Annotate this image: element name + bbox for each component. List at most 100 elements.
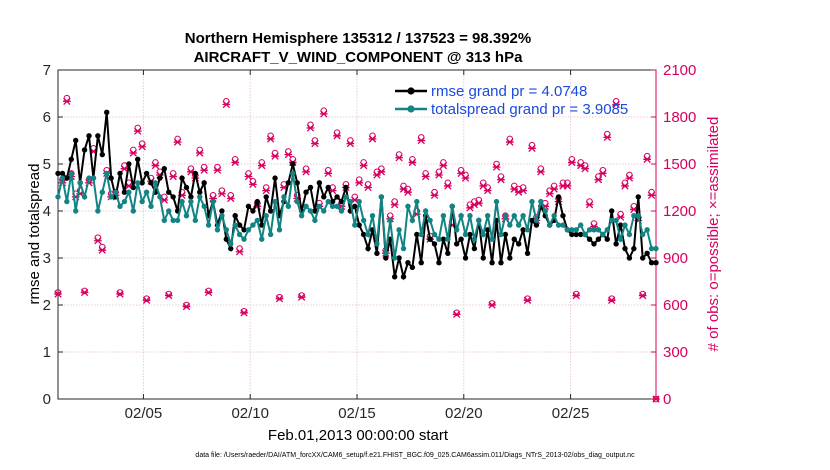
rmse-point <box>613 241 619 247</box>
spread-point <box>436 236 442 242</box>
spread-point <box>161 217 168 224</box>
y-tick-label-right: 1500 <box>663 156 696 173</box>
obs-assimilated-marker <box>346 139 355 148</box>
obs-assimilated-marker <box>373 171 381 179</box>
obs-assimilated-marker <box>306 124 315 132</box>
rmse-point <box>329 198 336 205</box>
rmse-point <box>360 231 367 238</box>
spread-point <box>290 170 296 177</box>
obs-assimilated-marker <box>612 100 620 109</box>
obs-assimilated-marker <box>200 166 209 174</box>
spread-point <box>210 198 216 205</box>
spread-point <box>338 208 345 214</box>
y-tick-label-left: 7 <box>43 62 51 79</box>
rmse-point <box>569 231 575 238</box>
rmse-point <box>533 222 540 228</box>
y-tick-label-right: 1200 <box>663 203 696 220</box>
spread-point <box>374 241 380 247</box>
obs-assimilated-marker <box>364 183 372 192</box>
spread-point <box>360 217 367 224</box>
obs-possible-marker <box>240 307 248 315</box>
obs-assimilated-marker <box>249 180 257 189</box>
spread-point <box>316 203 323 209</box>
rmse-point <box>640 255 646 261</box>
rmse-point <box>148 180 154 186</box>
rmse-point <box>294 180 300 186</box>
spread-point <box>440 213 447 219</box>
spread-point <box>259 236 265 242</box>
spread-point <box>418 231 424 238</box>
obs-assimilated-marker <box>567 158 576 167</box>
obs-assimilated-marker <box>483 186 492 195</box>
spread-point <box>245 227 252 233</box>
obs-possible-marker <box>639 290 647 298</box>
spread-point <box>73 208 79 214</box>
spread-point <box>90 175 97 181</box>
spread-point <box>130 208 137 214</box>
rmse-point <box>405 260 411 266</box>
obs-assimilated-marker <box>271 152 279 160</box>
spread-point <box>648 245 655 252</box>
spread-point <box>117 203 123 209</box>
obs-assimilated-marker <box>359 161 368 170</box>
rmse-point <box>591 241 597 247</box>
obs-assimilated-marker <box>652 395 660 403</box>
spread-point <box>104 170 110 177</box>
y-tick-label-right: 1800 <box>663 109 696 126</box>
spread-point <box>555 222 562 228</box>
rmse-point <box>188 194 194 200</box>
spread-point <box>64 198 70 205</box>
rmse-point <box>573 231 579 238</box>
rmse-point <box>524 250 531 256</box>
obs-assimilated-marker <box>421 172 430 181</box>
spread-point <box>205 222 212 228</box>
y-tick-label-right: 900 <box>663 250 688 267</box>
obs-possible-marker <box>524 295 531 303</box>
spread-point <box>192 217 199 224</box>
obs-assimilated-marker <box>222 100 231 109</box>
rmse-point <box>263 194 269 200</box>
rmse-point <box>68 156 74 162</box>
spread-point <box>108 194 114 200</box>
spread-point <box>179 198 185 205</box>
rmse-point <box>343 184 349 191</box>
obs-assimilated-marker <box>621 182 629 190</box>
rmse-point <box>126 161 132 167</box>
legend-rmse-label: rmse grand pr = 4.0748 <box>431 83 587 100</box>
obs-assimilated-marker <box>408 158 417 167</box>
spread-point <box>449 203 455 209</box>
rmse-point <box>648 260 655 266</box>
obs-possible-marker <box>276 293 283 301</box>
obs-assimilated-marker <box>244 172 253 181</box>
obs-assimilated-marker <box>377 168 386 176</box>
obs-assimilated-marker <box>576 161 585 170</box>
spread-point <box>228 241 234 247</box>
spread-point <box>170 217 176 224</box>
spread-point <box>644 227 650 233</box>
rmse-point <box>586 236 593 242</box>
spread-point <box>493 198 500 205</box>
spread-point <box>520 213 526 219</box>
obs-assimilated-marker <box>94 237 102 245</box>
spread-point <box>325 198 331 205</box>
spread-point <box>272 198 278 205</box>
spread-point <box>462 231 469 238</box>
rmse-point <box>396 255 402 261</box>
rmse-point <box>219 208 225 214</box>
rmse-point <box>117 170 123 177</box>
obs-assimilated-marker <box>275 295 284 303</box>
obs-possible-marker <box>81 287 88 295</box>
rmse-point <box>321 194 327 200</box>
obs-possible-marker <box>205 287 212 295</box>
rmse-point <box>365 245 371 252</box>
rmse-point <box>250 208 256 214</box>
obs-possible-marker <box>183 301 190 309</box>
spread-point <box>267 231 274 238</box>
obs-assimilated-marker <box>638 291 647 300</box>
spread-point <box>343 194 349 200</box>
obs-assimilated-marker <box>488 301 496 309</box>
spread-point <box>405 203 411 209</box>
rmse-point <box>427 236 433 242</box>
obs-possible-marker <box>54 289 62 296</box>
